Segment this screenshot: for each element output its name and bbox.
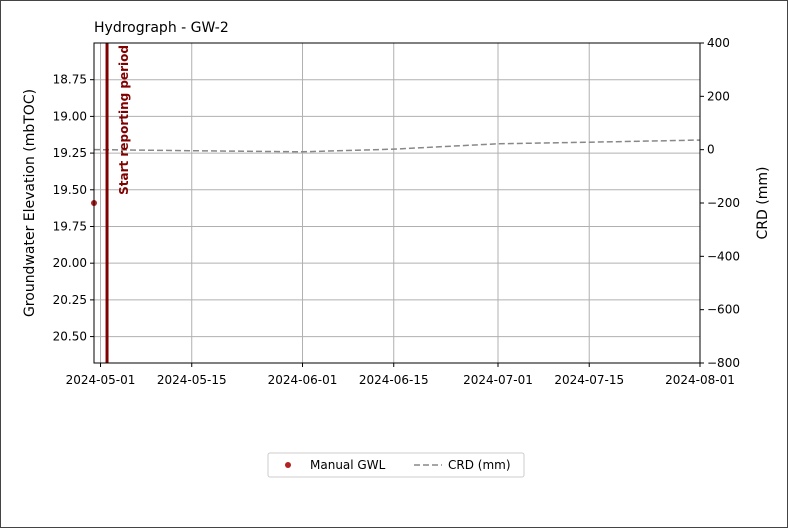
x-tick-label: 2024-08-01 xyxy=(665,373,735,387)
annotation-label: Start reporting period xyxy=(117,45,131,195)
y2-tick-label: −800 xyxy=(707,356,740,370)
y-tick-label: 20.25 xyxy=(53,293,87,307)
plot-frame xyxy=(93,42,701,364)
x-tick-label: 2024-05-15 xyxy=(157,373,227,387)
y2-axis-label: CRD (mm) xyxy=(755,167,771,240)
y-tick-label: 19.25 xyxy=(53,146,87,160)
y-tick-label: 19.00 xyxy=(53,109,87,123)
y2-tick-label: −600 xyxy=(707,303,740,317)
y2-tick-label: 200 xyxy=(707,89,730,103)
data-line xyxy=(94,139,701,153)
y-tick-label: 20.50 xyxy=(53,330,87,344)
y-tick-label: 19.75 xyxy=(53,219,87,233)
x-tick-label: 2024-06-15 xyxy=(359,373,429,387)
y-tick-label: 20.00 xyxy=(53,256,87,270)
chart-title: Hydrograph - GW-2 xyxy=(94,20,229,36)
x-tick-label: 2024-06-01 xyxy=(268,373,338,387)
y2-tick-label: 400 xyxy=(707,36,730,50)
legend-label: CRD (mm) xyxy=(448,458,511,472)
x-tick-label: 2024-07-01 xyxy=(463,373,533,387)
legend-box xyxy=(267,452,525,478)
y2-tick-label: −200 xyxy=(707,196,740,210)
y2-tick-label: −400 xyxy=(707,249,740,263)
y2-tick-label: 0 xyxy=(707,143,715,157)
legend-marker xyxy=(285,462,291,468)
x-tick-label: 2024-05-01 xyxy=(66,373,136,387)
y-tick-label: 18.75 xyxy=(53,73,87,87)
legend-label: Manual GWL xyxy=(310,458,386,472)
x-tick-label: 2024-07-15 xyxy=(554,373,624,387)
legend: Manual GWL CRD (mm) xyxy=(267,452,525,478)
y-tick-label: 19.50 xyxy=(53,183,87,197)
y-axis-label: Groundwater Elevation (mbTOC) xyxy=(22,89,38,317)
